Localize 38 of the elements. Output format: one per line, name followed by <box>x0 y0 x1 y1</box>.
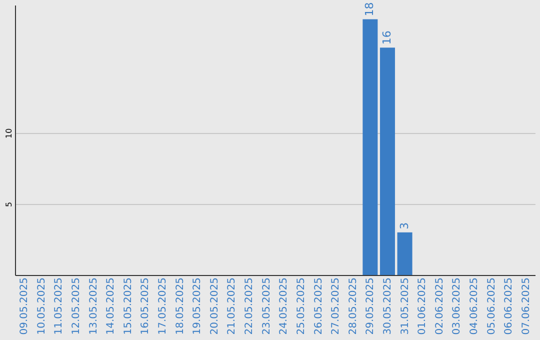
x-tick-label: 23.05.2025 <box>261 278 272 335</box>
x-tick-label: 25.05.2025 <box>296 278 307 335</box>
x-tick-label: 11.05.2025 <box>54 278 65 335</box>
x-tick-label: 30.05.2025 <box>382 278 394 335</box>
bar <box>380 48 395 275</box>
data-label: 16 <box>380 30 394 45</box>
bar <box>397 232 412 275</box>
x-tick-label: 16.05.2025 <box>140 278 152 335</box>
x-tick-label: 10.05.2025 <box>36 278 48 335</box>
x-tick-label: 24.05.2025 <box>278 278 290 335</box>
x-tick-label: 19.05.2025 <box>192 278 204 335</box>
x-tick-label: 28.05.2025 <box>348 278 359 335</box>
x-tick-label: 02.06.2025 <box>434 278 446 335</box>
x-tick-label: 14.05.2025 <box>106 278 117 335</box>
x-tick-label: 13.05.2025 <box>88 278 100 335</box>
x-tick-label: 01.06.2025 <box>417 278 428 335</box>
x-tick-label: 07.06.2025 <box>520 278 532 335</box>
data-label: 3 <box>398 222 411 230</box>
bar <box>362 19 378 275</box>
x-tick-label: 15.05.2025 <box>122 278 134 335</box>
x-tick-label: 21.05.2025 <box>226 278 238 335</box>
x-tick-label: 26.05.2025 <box>313 278 324 335</box>
x-tick-label: 22.05.2025 <box>244 278 256 335</box>
x-tick-label: 29.05.2025 <box>365 278 376 335</box>
x-tick-label: 12.05.2025 <box>71 278 82 335</box>
y-tick-label: 5 <box>4 202 14 207</box>
x-tick-label: 27.05.2025 <box>330 278 342 335</box>
x-tick-label: 05.06.2025 <box>486 278 498 335</box>
x-tick-label: 20.05.2025 <box>209 278 220 335</box>
y-tick-label: 10 <box>4 128 14 138</box>
x-tick-label: 18.05.2025 <box>174 278 186 335</box>
x-tick-label: 09.05.2025 <box>19 278 30 335</box>
x-tick-label: 17.05.2025 <box>158 278 169 335</box>
x-tick-label: 04.06.2025 <box>469 278 480 335</box>
data-label: 18 <box>363 2 376 16</box>
x-tick-label: 03.06.2025 <box>452 278 463 335</box>
x-tick-label: 06.06.2025 <box>504 278 515 335</box>
x-tick-label: 31.05.2025 <box>400 278 411 335</box>
